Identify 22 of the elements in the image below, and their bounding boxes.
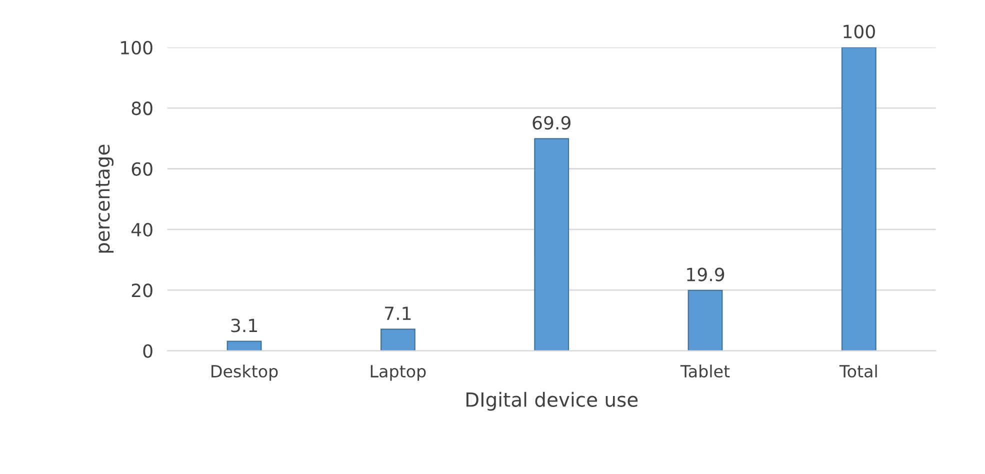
y-tick-label: 0 (143, 344, 152, 358)
bar (534, 138, 570, 351)
x-tick-label: Laptop (370, 365, 426, 381)
bar (688, 290, 723, 351)
data-label: 100 (844, 24, 875, 38)
y-tick-label: 60 (132, 162, 152, 176)
data-label: 19.9 (687, 268, 724, 282)
bar (380, 328, 416, 351)
y-axis-title: percentage (96, 144, 114, 253)
y-tick-label: 80 (132, 102, 152, 116)
bar (841, 47, 876, 351)
x-tick-label: Desktop (212, 364, 278, 381)
x-axis-title: DIgital device use (466, 392, 638, 411)
data-label: 3.1 (231, 318, 257, 332)
y-tick-label: 100 (121, 40, 152, 55)
x-tick-label: Tablet (680, 364, 730, 378)
y-tick-label: 20 (132, 284, 152, 298)
bar (226, 340, 262, 351)
x-tick-label: Total (839, 364, 877, 378)
y-tick-label: 40 (131, 222, 152, 237)
data-label: 69.9 (532, 116, 570, 130)
data-label: 7.1 (385, 306, 411, 320)
